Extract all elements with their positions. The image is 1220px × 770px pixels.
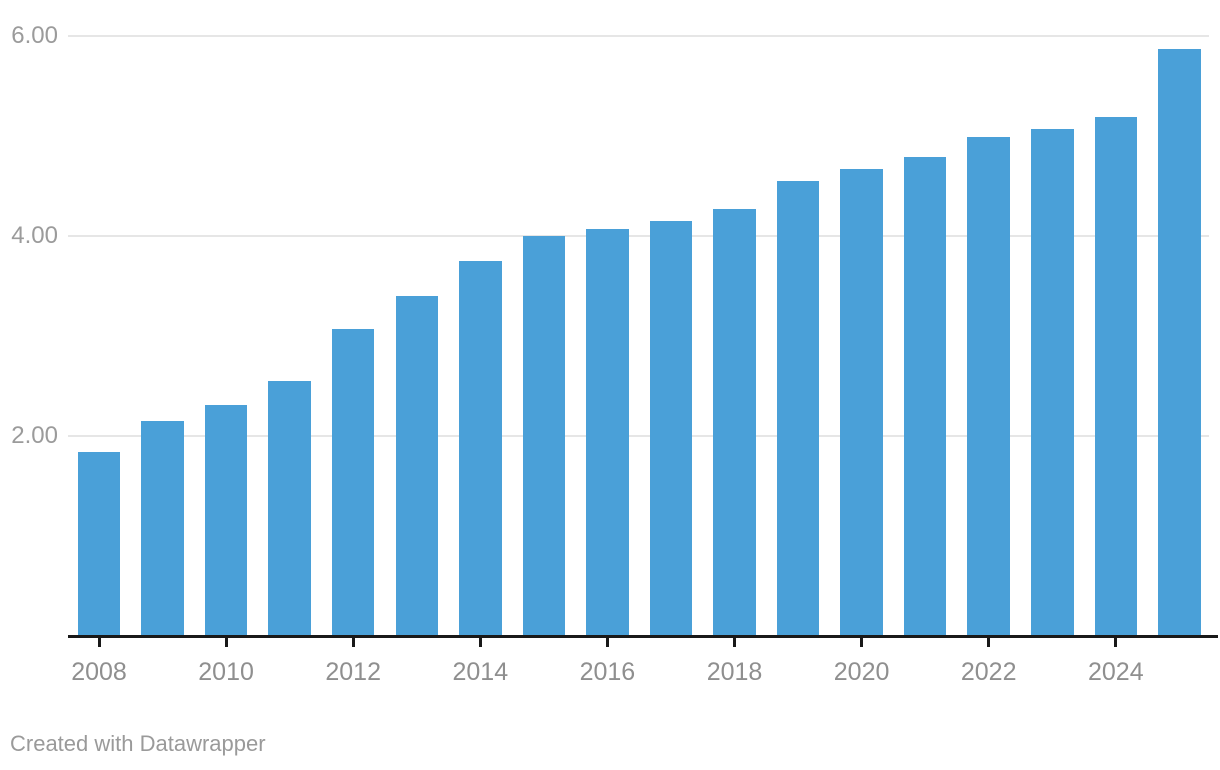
bar-2025[interactable] (1158, 49, 1201, 635)
bar-2022[interactable] (967, 137, 1010, 635)
bar-2012[interactable] (331, 329, 375, 635)
x-tick-mark (733, 637, 736, 647)
bar-2016[interactable] (586, 229, 629, 635)
bar-2009[interactable] (141, 421, 184, 635)
x-tick-mark (351, 637, 355, 647)
bar-2013[interactable] (395, 296, 438, 635)
x-tick-mark (478, 637, 482, 647)
y-axis-label: 2.00 (11, 422, 58, 449)
x-tick-mark (987, 637, 991, 647)
x-tick-mark (860, 637, 864, 647)
bar-2023[interactable] (1031, 129, 1074, 635)
x-axis-label: 2008 (71, 658, 127, 686)
attribution: Created with Datawrapper (10, 731, 266, 756)
bar-2014[interactable] (459, 261, 502, 635)
gridline-6.00 (68, 35, 1209, 37)
bar-2015[interactable] (522, 236, 566, 635)
x-axis-label: 2024 (1087, 658, 1144, 686)
bar-2019[interactable] (776, 181, 820, 635)
x-axis-line (68, 634, 1218, 638)
x-axis-label: 2020 (833, 658, 890, 686)
bar-2024[interactable] (1094, 117, 1138, 635)
bar-2021[interactable] (903, 157, 947, 635)
bar-2010[interactable] (204, 405, 248, 635)
x-axis-label: 2022 (960, 658, 1017, 686)
x-axis-label: 2014 (452, 658, 509, 686)
x-tick-mark (97, 637, 101, 647)
x-axis-label: 2010 (198, 658, 254, 686)
gridline-2.00 (68, 435, 1209, 437)
bar-2020[interactable] (840, 169, 883, 635)
x-axis-label: 2018 (706, 658, 763, 686)
x-axis-label: 2016 (579, 658, 636, 686)
bar-2008[interactable] (77, 452, 121, 635)
bar-2017[interactable] (649, 221, 693, 635)
x-axis-label: 2012 (325, 658, 381, 686)
x-tick-mark (605, 637, 609, 647)
gridline-4.00 (68, 235, 1209, 237)
x-tick-mark (1114, 637, 1118, 647)
y-axis-label: 4.00 (11, 222, 58, 249)
bar-2018[interactable] (713, 209, 756, 635)
x-tick-mark (224, 637, 228, 647)
bar-2011[interactable] (268, 381, 311, 635)
y-axis-label: 6.00 (11, 22, 58, 49)
